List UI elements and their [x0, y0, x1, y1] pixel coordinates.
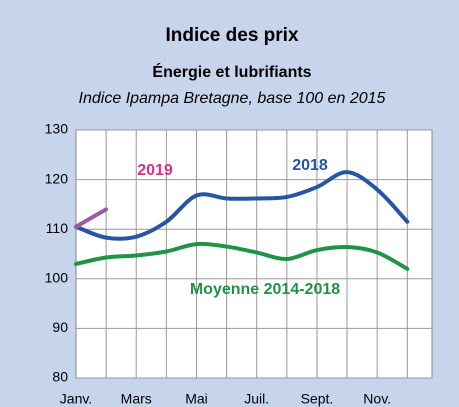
y-tick-label: 90	[52, 319, 68, 335]
y-tick-label: 110	[46, 220, 69, 236]
y-tick-label: 100	[45, 270, 69, 286]
chart-title: Indice des prix	[165, 25, 298, 46]
series-label: 2019	[137, 162, 173, 179]
x-tick-label: Sept.	[301, 391, 334, 407]
chart-subtitle: Indice Ipampa Bretagne, base 100 en 2015	[79, 90, 386, 107]
x-tick-label: Mars	[121, 391, 152, 407]
y-tick-label: 120	[45, 170, 69, 186]
chart-subtitle: Énergie et lubrifiants	[152, 62, 311, 81]
series-label: Moyenne 2014-2018	[190, 281, 340, 298]
x-tick-label: Janv.	[60, 391, 92, 407]
line-series	[74, 170, 410, 241]
y-tick-label: 80	[52, 369, 68, 385]
x-tick-label: Nov.	[363, 391, 391, 407]
x-tick-label: Mai	[185, 391, 208, 407]
line-series	[74, 241, 410, 271]
series-label: 2018	[292, 157, 328, 174]
line-series	[74, 207, 109, 229]
x-tick-label: Juil.	[244, 391, 269, 407]
y-tick-label: 130	[45, 121, 69, 137]
